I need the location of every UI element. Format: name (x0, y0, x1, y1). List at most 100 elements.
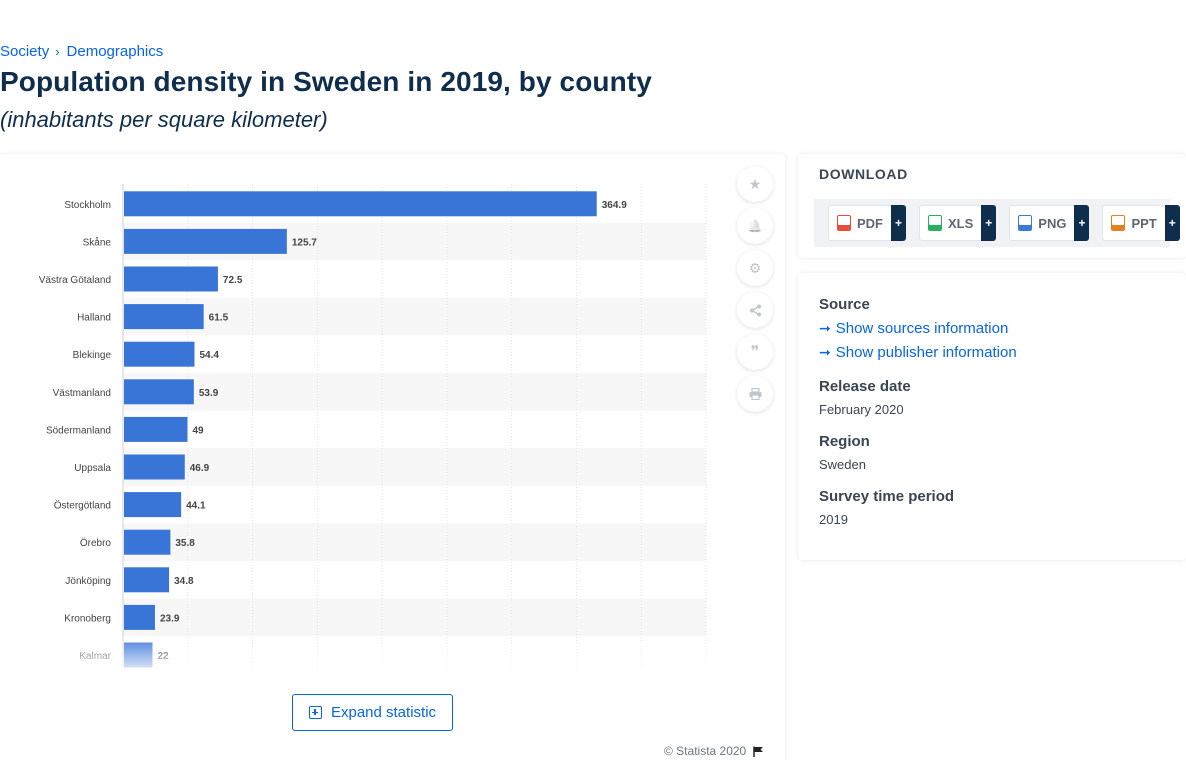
chart-card: Stockholm 364.9 Skåne 125.7 Västra Götaland 7… (0, 154, 785, 760)
show-publisher-text: Show publisher information (835, 344, 1017, 361)
bar-västmanland[interactable] (124, 379, 194, 405)
show-publisher-link[interactable]: ➞ Show publisher information (819, 344, 1017, 361)
bar-västra-götaland[interactable] (124, 266, 218, 292)
survey-period-value: 2019 (819, 512, 848, 527)
breadcrumb-society-link[interactable]: Society (0, 43, 50, 60)
bar-uppsala[interactable] (124, 454, 185, 480)
statistic-info-panel: Source ➞ Show sources information ➞ Show… (798, 273, 1186, 560)
show-sources-text: Show sources information (835, 320, 1009, 337)
gear-icon: ⚙ (748, 259, 762, 276)
expand-statistic-label: Expand statistic (330, 704, 437, 721)
category-label: Västra Götaland (39, 275, 111, 286)
copyright-notice: © Statista 2020 (664, 744, 764, 758)
download-title: DOWNLOAD (819, 166, 908, 182)
print-icon (749, 388, 761, 400)
category-label: Uppsala (74, 463, 111, 474)
ppt-file-icon (1111, 215, 1126, 231)
page-title: Population density in Sweden in 2019, by… (0, 66, 652, 97)
category-label: Halland (77, 313, 111, 324)
region-value: Sweden (819, 457, 866, 472)
row-band (123, 297, 706, 336)
survey-period-label: Survey time period (819, 488, 955, 505)
value-label: 34.8 (174, 576, 194, 587)
category-label: Västmanland (53, 388, 111, 399)
xls-plus-badge: + (981, 205, 997, 241)
expand-icon (308, 706, 322, 719)
pdf-label: PDF (857, 215, 883, 231)
category-label: Södermanland (46, 425, 111, 436)
bar-kronoberg[interactable] (124, 604, 155, 630)
pdf-plus-badge: + (891, 205, 906, 241)
category-label: Örebro (80, 537, 112, 549)
xls-file-icon (928, 215, 942, 231)
expand-statistic-button[interactable]: Expand statistic (292, 694, 453, 731)
download-options: PDF + XLS + PNG + PPT + (814, 199, 1180, 247)
png-plus-badge: + (1074, 205, 1090, 241)
download-panel: DOWNLOAD PDF + XLS + PNG + PPT + (798, 154, 1186, 258)
value-label: 46.9 (190, 463, 210, 474)
release-date-value: February 2020 (819, 402, 904, 417)
png-file-icon (1018, 215, 1033, 231)
bar-kalmar[interactable] (124, 642, 153, 668)
row-band (123, 448, 706, 486)
bar-blekinge[interactable] (124, 341, 195, 367)
show-sources-link[interactable]: ➞ Show sources information (819, 320, 1008, 337)
flag-icon[interactable] (753, 746, 764, 757)
settings-button[interactable]: ⚙ (737, 250, 773, 286)
pdf-file-icon (837, 215, 851, 231)
bar-skåne[interactable] (124, 228, 287, 254)
value-label: 364.9 (602, 200, 627, 211)
category-label: Kronoberg (64, 613, 111, 624)
bell-icon: 🔔 (747, 219, 763, 233)
value-label: 72.5 (223, 275, 243, 286)
value-label: 125.7 (292, 237, 317, 248)
bar-östergötland[interactable] (124, 492, 182, 518)
arrow-right-icon: ➞ (819, 344, 831, 360)
download-pdf-button[interactable]: PDF + (828, 205, 906, 241)
category-label: Blekinge (73, 350, 112, 361)
category-label: Kalmar (79, 651, 111, 662)
xls-label: XLS (948, 215, 974, 231)
row-band (123, 598, 706, 637)
download-png-button[interactable]: PNG + (1009, 205, 1090, 241)
value-label: 44.1 (186, 501, 206, 512)
ppt-label: PPT (1131, 215, 1157, 231)
png-label: PNG (1038, 215, 1067, 231)
breadcrumb-demographics-link[interactable]: Demographics (66, 43, 164, 60)
quote-icon: ❞ (750, 344, 760, 361)
share-icon (749, 304, 761, 316)
arrow-right-icon: ➞ (819, 320, 831, 336)
bar-örebro[interactable] (124, 529, 171, 555)
region-label: Region (819, 433, 870, 450)
value-label: 23.9 (160, 613, 180, 624)
download-xls-button[interactable]: XLS + (919, 205, 997, 241)
favorite-button[interactable]: ★ (737, 166, 773, 202)
value-label: 22 (158, 651, 170, 662)
share-button[interactable] (737, 292, 773, 328)
source-label: Source (819, 296, 870, 313)
cite-button[interactable]: ❞ (737, 334, 773, 370)
breadcrumb-separator: › (55, 44, 60, 59)
bar-södermanland[interactable] (124, 416, 188, 442)
print-button[interactable] (737, 376, 773, 412)
bar-halland[interactable] (124, 304, 204, 330)
category-label: Stockholm (64, 200, 111, 211)
download-ppt-button[interactable]: PPT + (1102, 205, 1180, 241)
value-label: 54.4 (199, 350, 219, 361)
star-icon: ★ (748, 175, 762, 192)
page-subtitle: (inhabitants per square kilometer) (0, 107, 328, 132)
release-date-label: Release date (819, 378, 911, 395)
bar-jönköping[interactable] (124, 567, 170, 593)
chart-toolbar: ★ 🔔 ⚙ ❞ (737, 166, 773, 418)
value-label: 35.8 (175, 538, 195, 549)
copyright-text: © Statista 2020 (664, 744, 747, 758)
row-band (123, 373, 706, 411)
value-label: 61.5 (209, 313, 229, 324)
ppt-plus-badge: + (1164, 205, 1180, 241)
bar-chart: Stockholm 364.9 Skåne 125.7 Västra Götaland 7… (39, 184, 707, 673)
value-label: 53.9 (199, 388, 219, 399)
category-label: Skåne (83, 236, 112, 248)
value-label: 49 (192, 425, 204, 436)
bar-stockholm[interactable] (124, 191, 597, 217)
notification-button[interactable]: 🔔 (737, 208, 773, 244)
